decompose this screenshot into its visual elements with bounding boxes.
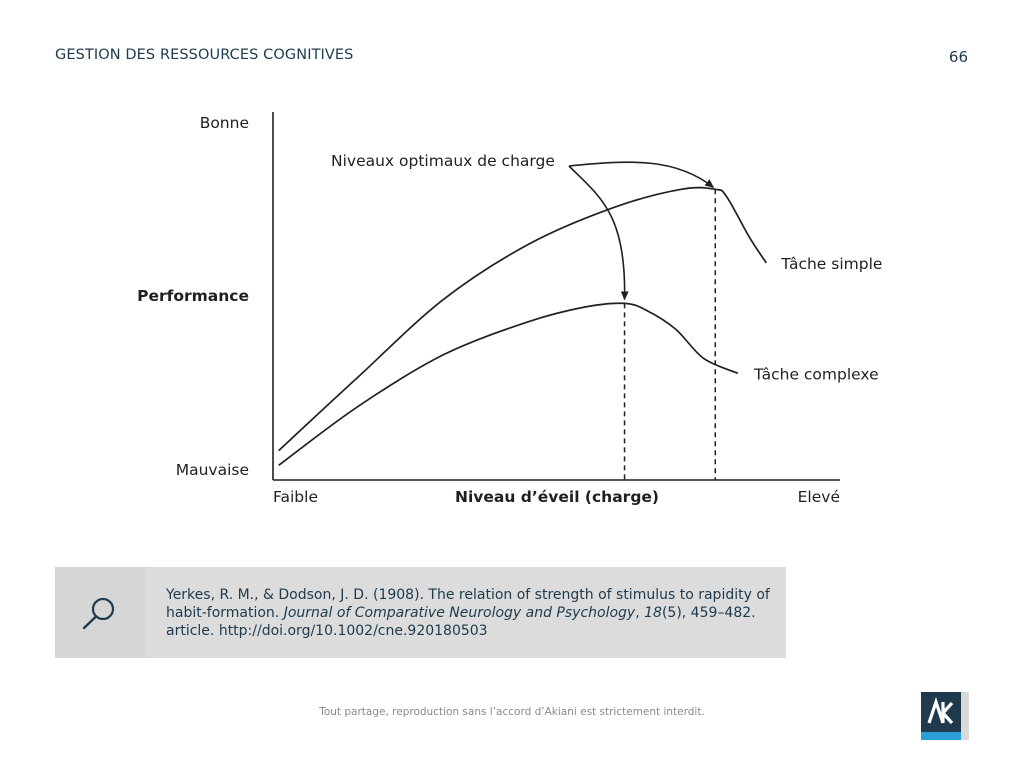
series-label-complex: Tâche complexe <box>753 365 879 383</box>
series-line-complex <box>278 302 739 466</box>
annotation-optimal-load: Niveaux optimaux de charge <box>331 152 555 170</box>
page-number: 66 <box>948 48 968 66</box>
y-axis-label: Performance <box>137 287 249 305</box>
x-axis-label: Niveau d’éveil (charge) <box>455 488 659 506</box>
reference-box: Yerkes, R. M., & Dodson, J. D. (1908). T… <box>55 567 786 658</box>
yerkes-dodson-chart: Bonne Performance Mauvaise Faible Niveau… <box>137 112 882 506</box>
akiani-logo <box>921 692 969 740</box>
footer-copyright-note: Tout partage, reproduction sans l’accord… <box>319 706 705 718</box>
y-bottom-label: Mauvaise <box>176 461 249 479</box>
reference-citation: Yerkes, R. M., & Dodson, J. D. (1908). T… <box>166 587 770 639</box>
annotation-arrow-complex <box>568 165 629 301</box>
x-right-label: Elevé <box>798 488 840 506</box>
reference-volume: 18 <box>644 605 662 621</box>
reference-icon-cell <box>55 567 145 658</box>
reference-authors: Yerkes, R. M., & Dodson, J. D. (1908). T… <box>166 587 770 621</box>
series-line-simple <box>278 186 768 452</box>
slide-title: GESTION DES RESSOURCES COGNITIVES <box>55 47 354 63</box>
search-icon <box>82 597 115 630</box>
x-left-label: Faible <box>273 488 318 506</box>
series-label-simple: Tâche simple <box>780 255 882 273</box>
reference-journal: Journal of Comparative Neurology and Psy… <box>283 605 636 621</box>
annotation-arrow-simple <box>568 161 715 188</box>
y-top-label: Bonne <box>200 114 249 132</box>
reference-details: (5), 459–482. article. http://doi.org/10… <box>166 605 756 639</box>
